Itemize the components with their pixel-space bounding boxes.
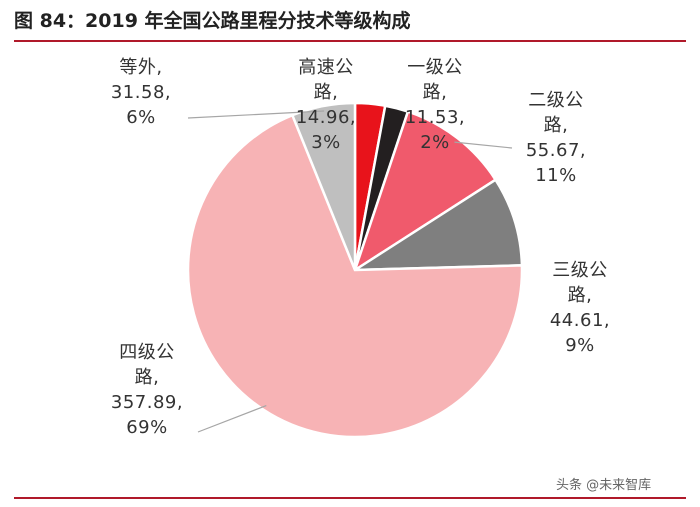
pie-slice-class2 (352, 110, 498, 273)
label-other-name-1: 等外, (119, 57, 163, 78)
leader-line-other (187, 110, 325, 119)
label-class3-name-1: 三级公 (552, 260, 608, 281)
label-class3-value: 44.61, (549, 310, 611, 331)
label-class3: 三级公 路, 44.61, 9% (530, 258, 630, 358)
label-class1: 一级公 路, 11.53, 2% (388, 55, 482, 155)
label-class4-name-2: 路, (134, 367, 160, 388)
label-class1-percent: 2% (420, 132, 450, 153)
leader-line-class4 (197, 405, 267, 433)
pie-slice-class4 (186, 113, 524, 439)
title-divider (14, 40, 686, 42)
leader-line-class2 (454, 141, 513, 149)
label-class4-name-1: 四级公 (119, 342, 175, 363)
label-class2-name-1: 二级公 (528, 90, 584, 111)
label-class3-name-2: 路, (567, 285, 593, 306)
label-class2-name-2: 路, (543, 115, 569, 136)
label-highway-name-1: 高速公 (298, 57, 354, 78)
label-class1-value: 11.53, (404, 107, 466, 128)
pie-slices (186, 101, 524, 439)
label-class2: 二级公 路, 55.67, 11% (506, 88, 606, 188)
bottom-divider (14, 497, 686, 499)
label-highway-name-2: 路, (313, 82, 339, 103)
watermark: 头条 @未来智库 (556, 478, 652, 493)
label-class2-percent: 11% (535, 165, 577, 186)
label-highway: 高速公 路, 14.96, 3% (279, 55, 373, 155)
label-class4: 四级公 路, 357.89, 69% (92, 340, 202, 440)
label-class1-name-1: 一级公 (407, 57, 463, 78)
pie-slice-other (290, 101, 357, 271)
chart-title: 图 84：2019 年全国公路里程分技术等级构成 (14, 10, 411, 32)
label-other-percent: 6% (126, 107, 156, 128)
pie-slice-class3 (350, 178, 524, 272)
label-other-value: 31.58, (110, 82, 172, 103)
label-other: 等外, 31.58, 6% (96, 55, 186, 130)
label-class1-name-2: 路, (422, 82, 448, 103)
label-highway-value: 14.96, (295, 107, 357, 128)
label-class3-percent: 9% (565, 335, 595, 356)
label-highway-percent: 3% (311, 132, 341, 153)
leader-lines (187, 110, 513, 433)
label-class4-percent: 69% (126, 417, 168, 438)
label-class4-value: 357.89, (110, 392, 184, 413)
label-class2-value: 55.67, (525, 140, 587, 161)
